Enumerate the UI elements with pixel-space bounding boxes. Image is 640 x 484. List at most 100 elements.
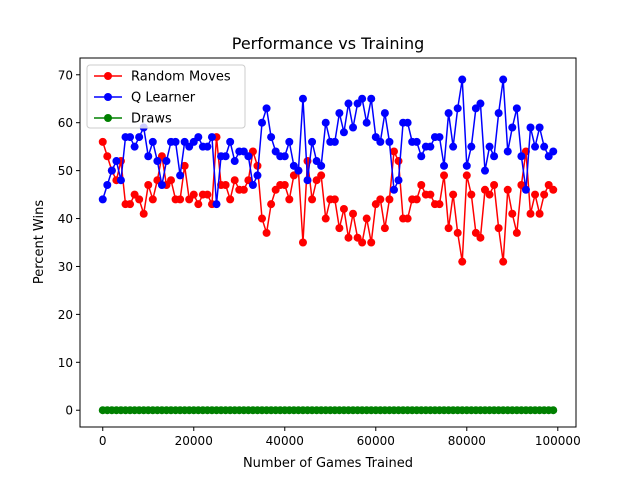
data-point-q-learner — [358, 94, 367, 103]
data-point-q-learner — [435, 133, 444, 142]
data-point-random-moves — [253, 161, 262, 170]
data-point-q-learner — [335, 109, 344, 118]
legend-label-random-moves: Random Moves — [131, 70, 231, 85]
y-axis-label: Percent Wins — [32, 200, 47, 284]
data-point-q-learner — [508, 123, 517, 132]
data-point-q-learner — [480, 166, 489, 175]
chart-title: Performance vs Training — [232, 34, 425, 53]
data-point-q-learner — [476, 99, 485, 108]
data-point-q-learner — [162, 157, 171, 166]
data-point-random-moves — [531, 190, 540, 199]
data-point-q-learner — [385, 137, 394, 146]
data-point-q-learner — [308, 137, 317, 146]
axes: 0 20000 40000 60000 80000 100000 0 10 20 30 40 50 60… — [58, 68, 581, 448]
data-point-random-moves — [98, 137, 107, 146]
legend-marker-draws — [104, 114, 112, 122]
data-point-q-learner — [112, 157, 121, 166]
data-point-random-moves — [499, 257, 508, 266]
data-point-random-moves — [417, 180, 426, 189]
data-point-q-learner — [253, 171, 262, 180]
data-point-q-learner — [157, 180, 166, 189]
data-point-q-learner — [303, 176, 312, 185]
data-point-q-learner — [490, 152, 499, 161]
data-point-q-learner — [517, 152, 526, 161]
data-point-q-learner — [531, 142, 540, 151]
series-draws — [98, 406, 558, 415]
y-tick-label: 50 — [58, 164, 73, 178]
data-point-q-learner — [212, 200, 221, 209]
data-point-q-learner — [244, 152, 253, 161]
data-point-q-learner — [285, 137, 294, 146]
data-point-q-learner — [203, 142, 212, 151]
data-point-random-moves — [526, 209, 535, 218]
data-point-random-moves — [330, 195, 339, 204]
x-axis-label: Number of Games Trained — [243, 456, 413, 471]
data-point-q-learner — [317, 161, 326, 170]
data-point-q-learner — [144, 152, 153, 161]
data-point-q-learner — [116, 176, 125, 185]
data-point-random-moves — [485, 190, 494, 199]
x-tick-label: 100000 — [535, 434, 581, 448]
y-tick-label: 60 — [58, 116, 73, 130]
data-point-random-moves — [258, 214, 267, 223]
data-point-random-moves — [239, 185, 248, 194]
data-point-random-moves — [458, 257, 467, 266]
data-point-random-moves — [358, 238, 367, 247]
data-point-random-moves — [440, 171, 449, 180]
data-point-random-moves — [285, 195, 294, 204]
data-point-q-learner — [221, 152, 230, 161]
data-point-q-learner — [367, 94, 376, 103]
data-point-random-moves — [203, 190, 212, 199]
data-point-q-learner — [262, 104, 271, 113]
data-point-random-moves — [280, 180, 289, 189]
data-point-random-moves — [226, 195, 235, 204]
data-point-random-moves — [267, 200, 276, 209]
data-point-q-learner — [148, 137, 157, 146]
data-point-random-moves — [362, 214, 371, 223]
data-point-q-learner — [294, 166, 303, 175]
data-point-random-moves — [335, 224, 344, 233]
data-point-random-moves — [344, 233, 353, 242]
data-point-q-learner — [485, 142, 494, 151]
data-point-q-learner — [349, 123, 358, 132]
data-point-random-moves — [349, 209, 358, 218]
data-point-q-learner — [230, 157, 239, 166]
data-point-random-moves — [139, 209, 148, 218]
data-point-q-learner — [526, 123, 535, 132]
data-point-q-learner — [376, 137, 385, 146]
legend-box — [86, 64, 246, 129]
data-point-random-moves — [135, 195, 144, 204]
data-point-q-learner — [426, 142, 435, 151]
data-point-q-learner — [135, 133, 144, 142]
data-point-random-moves — [317, 171, 326, 180]
data-point-random-moves — [503, 185, 512, 194]
data-point-random-moves — [103, 152, 112, 161]
data-point-q-learner — [417, 152, 426, 161]
data-point-q-learner — [458, 75, 467, 84]
data-point-random-moves — [512, 228, 521, 237]
x-tick-label: 0 — [99, 434, 107, 448]
data-point-random-moves — [426, 190, 435, 199]
data-point-random-moves — [176, 195, 185, 204]
data-point-random-moves — [126, 200, 135, 209]
data-point-random-moves — [467, 190, 476, 199]
data-point-q-learner — [449, 142, 458, 151]
x-tick-label: 80000 — [448, 434, 486, 448]
data-point-q-learner — [494, 109, 503, 118]
data-point-q-learner — [394, 176, 403, 185]
data-point-random-moves — [262, 228, 271, 237]
data-point-q-learner — [98, 195, 107, 204]
data-point-random-moves — [230, 176, 239, 185]
data-point-random-moves — [221, 180, 230, 189]
data-point-q-learner — [176, 171, 185, 180]
data-point-q-learner — [107, 166, 116, 175]
data-point-q-learner — [403, 118, 412, 127]
data-point-random-moves — [462, 171, 471, 180]
data-point-q-learner — [512, 104, 521, 113]
data-point-q-learner — [362, 118, 371, 127]
data-point-q-learner — [412, 137, 421, 146]
data-point-q-learner — [226, 137, 235, 146]
y-tick-label: 70 — [58, 68, 73, 82]
data-point-q-learner — [453, 104, 462, 113]
